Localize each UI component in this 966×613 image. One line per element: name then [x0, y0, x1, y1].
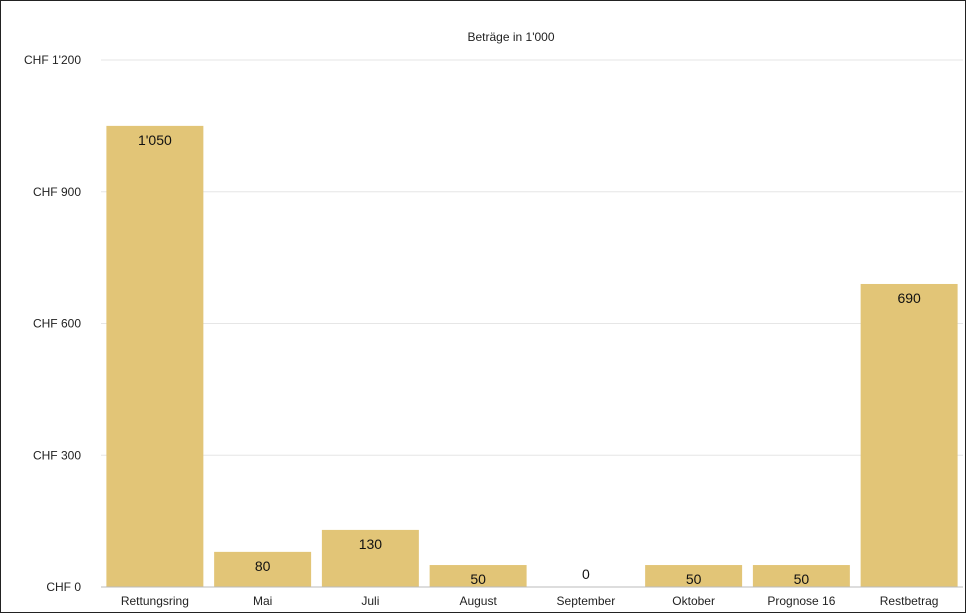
y-tick-label: CHF 1'200: [24, 53, 81, 67]
y-axis: CHF 0 CHF 300 CHF 600 CHF 900 CHF 1'200: [24, 53, 81, 594]
bar-restbetrag: [860, 283, 958, 587]
x-tick-label: August: [459, 594, 497, 608]
gridlines: [101, 59, 963, 456]
value-label: 50: [686, 571, 702, 587]
x-tick-label: September: [557, 594, 616, 608]
y-tick-label: CHF 300: [33, 448, 81, 462]
bar-oktober: [645, 565, 743, 587]
x-tick-label: Juli: [361, 594, 379, 608]
bars: [106, 125, 958, 587]
x-tick-label: Rettungsring: [121, 594, 189, 608]
value-label: 50: [794, 571, 810, 587]
x-tick-label: Restbetrag: [880, 594, 939, 608]
x-tick-label: Prognose 16: [767, 594, 835, 608]
bar-juli: [321, 529, 419, 587]
y-tick-label: CHF 0: [46, 580, 81, 594]
value-label: 0: [582, 566, 590, 582]
value-label: 50: [470, 571, 486, 587]
bar-mai: [214, 551, 312, 587]
chart-title: Beträge in 1'000: [467, 30, 554, 44]
bar-prognose-16: [752, 565, 850, 587]
x-tick-label: Oktober: [672, 594, 715, 608]
value-label: 1'050: [138, 132, 172, 148]
value-label: 130: [359, 536, 383, 552]
value-labels: 1'050 80 130 50 0 50 50 690: [138, 132, 921, 587]
y-tick-label: CHF 900: [33, 185, 81, 199]
value-label: 80: [255, 558, 271, 574]
x-axis: Rettungsring Mai Juli August September Oktobe…: [101, 586, 963, 608]
x-tick-label: Mai: [253, 594, 272, 608]
y-tick-label: CHF 600: [33, 317, 81, 331]
value-label: 690: [897, 290, 921, 306]
bar-august: [429, 565, 527, 587]
bar-rettungsring: [106, 125, 204, 587]
